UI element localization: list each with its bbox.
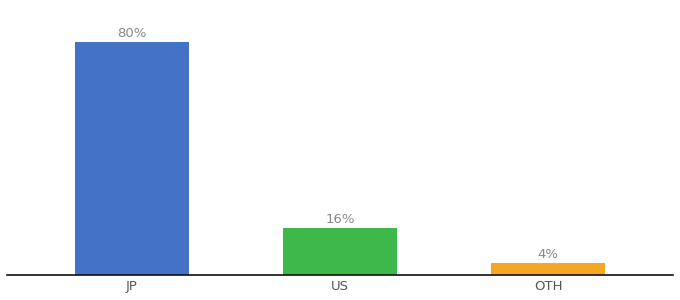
Text: 80%: 80%	[117, 26, 146, 40]
Bar	[283, 228, 397, 274]
Bar	[491, 263, 605, 274]
Text: 16%: 16%	[325, 213, 355, 226]
Text: 4%: 4%	[538, 248, 559, 260]
Bar	[75, 42, 189, 274]
